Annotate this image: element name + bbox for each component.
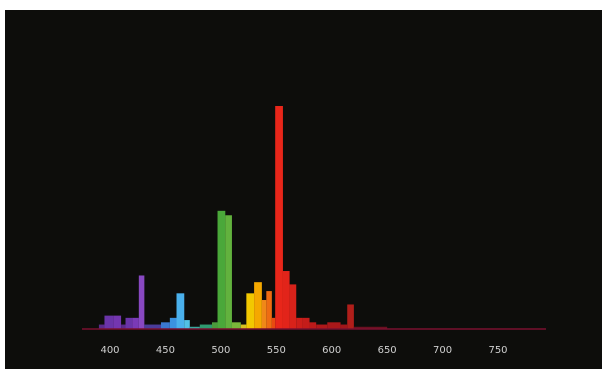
spectrum-bar (132, 317, 139, 329)
x-tick-label: 650 (378, 345, 397, 356)
spectrum-bar (271, 317, 276, 329)
chart-frame: 400 450 500 550 600 650 700 750 (5, 10, 602, 369)
spectrum-bar (144, 324, 161, 329)
x-tick-label: 600 (322, 345, 341, 356)
spectrum-bar (302, 317, 310, 329)
spectrum-bar (121, 324, 126, 329)
spectrum-bar (113, 315, 122, 329)
chart-background (5, 10, 602, 369)
spectrum-bar (138, 275, 145, 329)
spectrum-bar (199, 324, 212, 329)
spectrum-bar (211, 322, 218, 329)
spectrum-bar (160, 322, 170, 329)
spectrum-bar (254, 282, 262, 329)
x-tick-label: 400 (100, 345, 119, 356)
x-tick-label: 750 (488, 345, 507, 356)
spectrum-bar (98, 324, 105, 329)
spectrum-bar (289, 284, 297, 329)
spectrum-bar (261, 300, 267, 329)
spectrum-bar (353, 326, 388, 329)
x-tick-label: 500 (211, 345, 230, 356)
spectrum-bar (282, 271, 290, 329)
spectrum-bar (275, 106, 283, 329)
x-tick-label: 550 (267, 345, 286, 356)
spectrum-bar (217, 210, 226, 329)
x-tick-label: 450 (156, 345, 175, 356)
spectrum-bar (309, 322, 317, 329)
spectrum-bar (266, 291, 272, 329)
x-tick-label: 700 (433, 345, 452, 356)
spectrum-bar (125, 317, 133, 329)
spectrum-bar (231, 322, 241, 329)
spectrum-bar (104, 315, 114, 329)
spectrum-bar (340, 324, 348, 329)
spectrum-bar (225, 215, 232, 329)
spectrum-bar (296, 317, 303, 329)
spectrum-bar (184, 320, 190, 329)
spectrum-bar (246, 293, 255, 329)
spectrum-bar (316, 324, 328, 329)
bars-group (98, 106, 388, 329)
spectrum-chart: 400 450 500 550 600 650 700 750 (5, 10, 602, 369)
spectrum-bar (189, 326, 200, 329)
spectrum-bar (240, 324, 247, 329)
x-axis-ticks: 400 450 500 550 600 650 700 750 (100, 345, 507, 356)
spectrum-bar (176, 293, 185, 329)
spectrum-bar (347, 304, 354, 329)
spectrum-bar (327, 322, 341, 329)
spectrum-bar (169, 317, 177, 329)
